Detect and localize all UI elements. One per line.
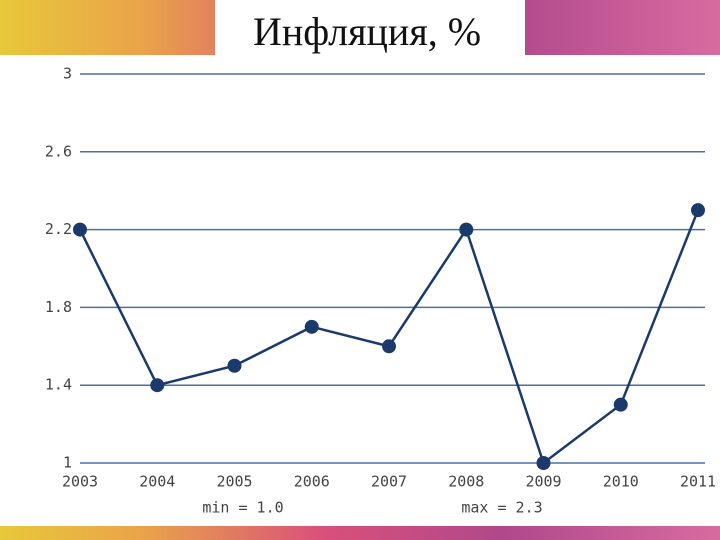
y-tick-label: 2.2 — [45, 220, 72, 238]
x-tick-label: 2005 — [216, 473, 252, 491]
title-box — [215, 0, 525, 55]
data-point — [536, 456, 551, 470]
data-point — [459, 222, 474, 237]
data-line — [78, 209, 700, 466]
data-point — [73, 222, 87, 237]
chart-title: Инфляция, % — [253, 9, 481, 54]
data-point — [382, 339, 396, 354]
annotation: min = 1.0 — [202, 499, 283, 517]
x-tick-label: 2008 — [448, 473, 484, 491]
footer-strip — [0, 526, 720, 540]
x-tick-label: 2006 — [294, 473, 330, 491]
y-tick-label: 2.6 — [45, 142, 72, 160]
y-tick-label: 1 — [63, 454, 72, 472]
data-point — [613, 397, 628, 412]
data-point — [150, 378, 165, 393]
x-tick-label: 2011 — [680, 473, 716, 491]
y-tick-label: 1.4 — [45, 376, 72, 394]
x-tick-label: 2007 — [371, 473, 407, 491]
data-point — [227, 358, 242, 373]
y-tick-label: 3 — [63, 65, 72, 83]
x-tick-label: 2010 — [603, 473, 639, 491]
data-point — [691, 203, 705, 218]
annotation: max = 2.3 — [461, 499, 542, 517]
y-tick-label: 1.8 — [45, 298, 72, 316]
data-point — [304, 319, 319, 334]
x-tick-label: 2003 — [62, 473, 98, 491]
x-tick-label: 2009 — [525, 473, 561, 491]
x-tick-label: 2004 — [139, 473, 175, 491]
